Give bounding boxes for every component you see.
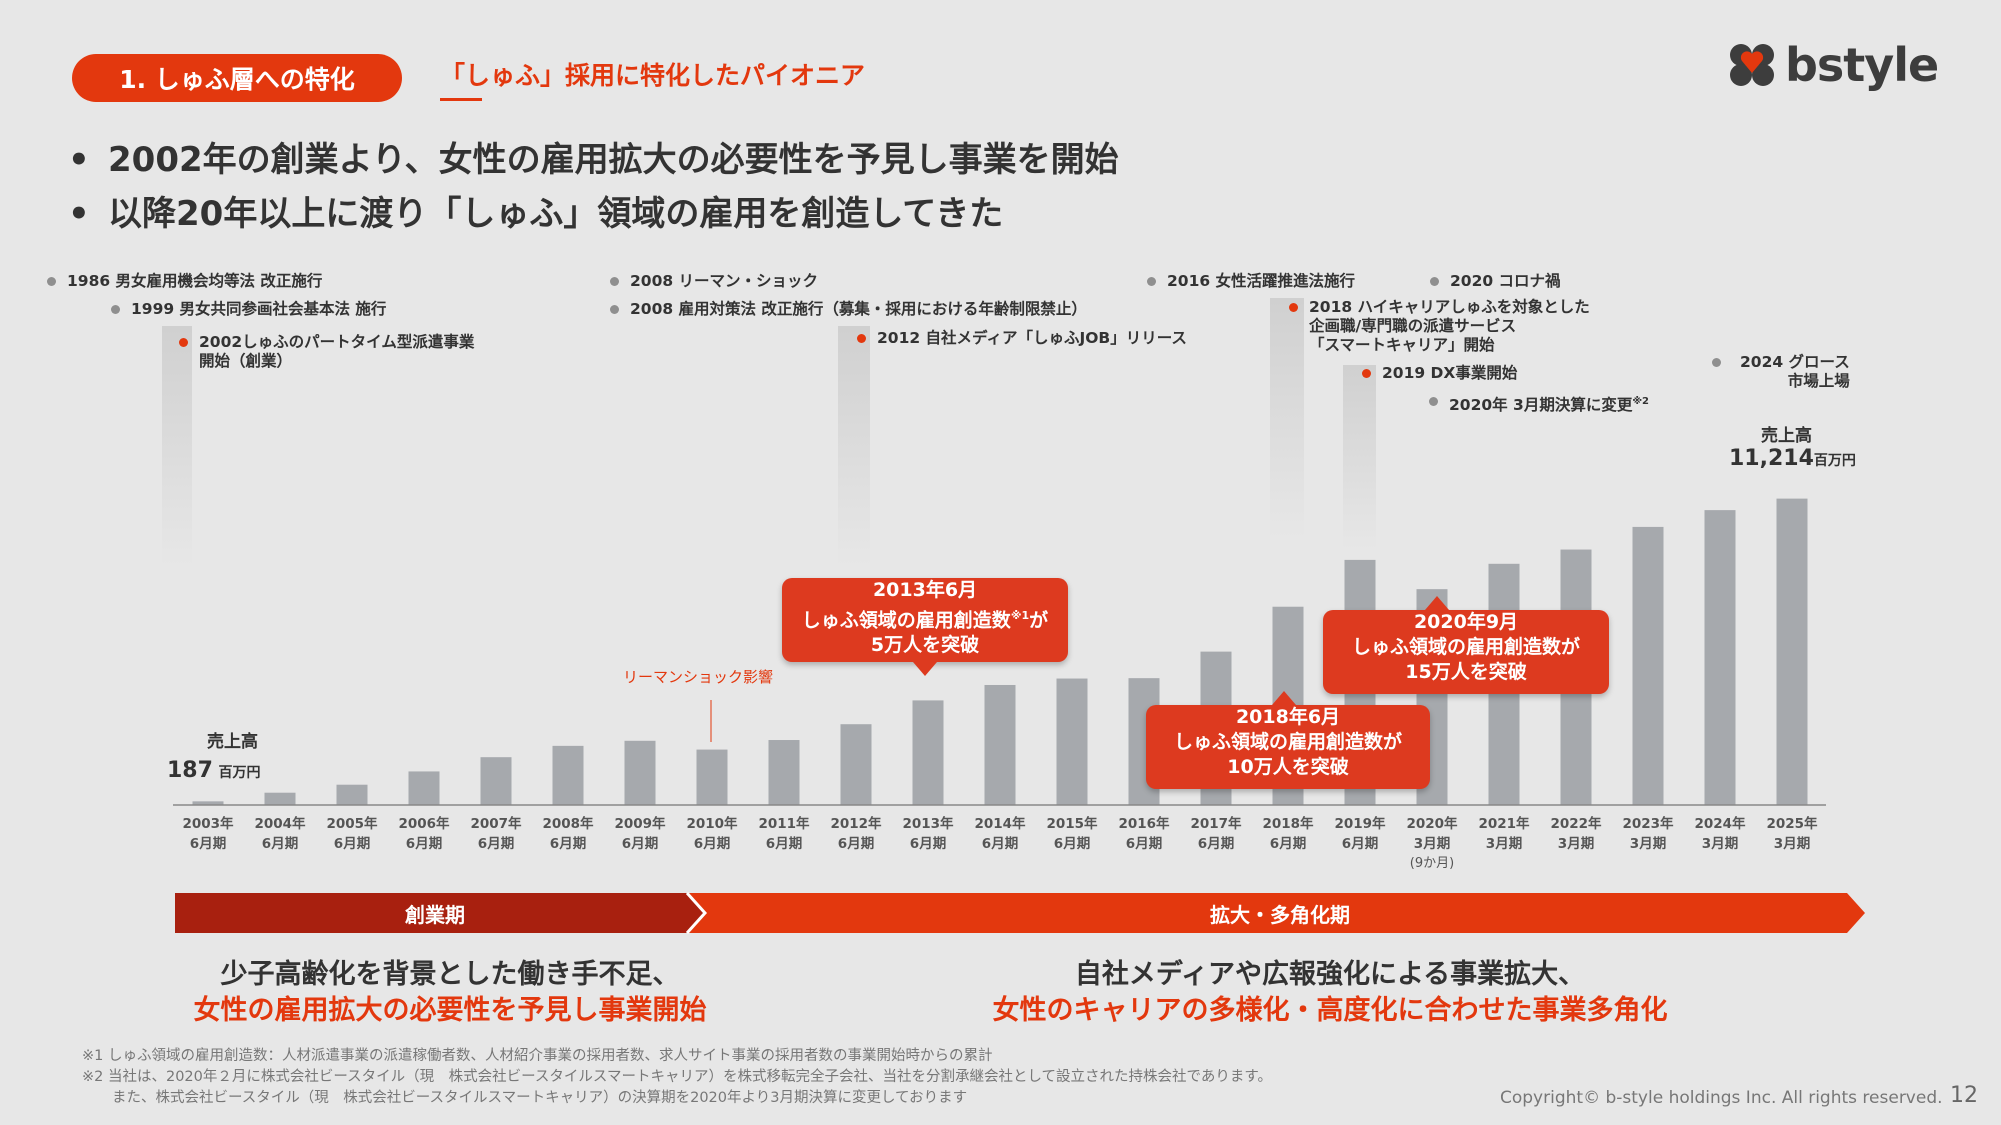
section-subtitle: 「しゅふ」採用に特化したパイオニア [440, 61, 866, 90]
bullet-2: • 以降20年以上に渡り「しゅふ」領域の雇用を創造してきた [68, 194, 1004, 234]
fade-band-2012 [838, 326, 870, 566]
phase-early-arrow [175, 893, 705, 933]
x-tick-label: 2022年 3月期 [1550, 816, 1602, 852]
x-tick-label: 2025年 3月期 [1766, 816, 1818, 852]
first-bar-title: 売上高 [207, 732, 258, 752]
event-1999: 1999 男女共同参画社会基本法 施行 [111, 300, 386, 319]
x-tick-label: 2003年 6月期 [182, 816, 234, 852]
phase-arrows [175, 891, 1865, 935]
x-tick-label: 2006年 6月期 [398, 816, 450, 852]
x-tick-label: 2016年 6月期 [1118, 816, 1170, 852]
bar-2003年 [192, 801, 224, 805]
x-tick-label: 2020年 3月期 (9か月) [1406, 816, 1458, 871]
page-number: 12 [1950, 1083, 1978, 1108]
bar-2006年 [408, 771, 440, 805]
description-early: 少子高齢化を背景とした働き手不足、 女性の雇用拡大の必要性を予見し事業開始 [193, 959, 707, 1026]
x-tick-label: 2017年 6月期 [1190, 816, 1242, 852]
bullet-2-text: 以降20年以上に渡り「しゅふ」領域の雇用を創造してきた [108, 194, 1004, 234]
event-2008-lehman: 2008 リーマン・ショック [610, 272, 818, 291]
x-tick-label: 2019年 6月期 [1334, 816, 1386, 852]
event-2024: 2024 グロース 市場上場 [1712, 353, 1850, 391]
footnote-3: また、株式会社ビースタイル（現 株式会社ビースタイルスマートキャリア）の決算期を… [112, 1090, 968, 1106]
x-tick-label: 2007年 6月期 [470, 816, 522, 852]
fade-band-2002 [162, 326, 192, 566]
x-tick-label: 2009年 6月期 [614, 816, 666, 852]
bar-2010年 [696, 749, 728, 805]
bar-2005年 [336, 784, 368, 805]
bullet-1-text: 2002年の創業より、女性の雇用拡大の必要性を予見し事業を開始 [108, 140, 1119, 180]
event-2020-covid: 2020 コロナ禍 [1430, 272, 1561, 291]
event-1986: 1986 男女雇用機会均等法 改正施行 [47, 272, 322, 291]
bar-2008年 [552, 745, 584, 805]
phase-expansion-label: 拡大・多角化期 [1210, 902, 1350, 927]
event-2019: 2019 DX事業開始 [1362, 364, 1517, 383]
x-tick-label: 2010年 6月期 [686, 816, 738, 852]
x-tick-label: 2008年 6月期 [542, 816, 594, 852]
subtitle-underline [440, 98, 482, 101]
event-2012: 2012 自社メディア「しゅふJOB」リリース [857, 329, 1187, 348]
company-logo: bstyle [1725, 38, 1939, 92]
copyright: Copyright© b-style holdings Inc. All rig… [1500, 1088, 1943, 1108]
x-tick-label: 2011年 6月期 [758, 816, 810, 852]
description-expansion: 自社メディアや広報強化による事業拡大、 女性のキャリアの多様化・高度化に合わせた… [992, 959, 1668, 1026]
bar-2004年 [264, 792, 296, 805]
phase-expansion-arrow [687, 893, 1865, 933]
bar-2013年 [912, 700, 944, 805]
bar-2009年 [624, 740, 656, 805]
revenue-bar-chart [173, 498, 1826, 806]
event-2002: 2002しゅふのパートタイム型派遣事業 開始（創業） [179, 333, 474, 371]
event-2018: 2018 ハイキャリアしゅふを対象とした 企画職/専門職の派遣サービス 「スマートキ… [1289, 298, 1590, 355]
last-bar-title: 売上高 [1761, 426, 1812, 446]
x-tick-label: 2013年 6月期 [902, 816, 954, 852]
bar-2014年 [984, 684, 1016, 805]
x-tick-label: 2023年 3月期 [1622, 816, 1674, 852]
footnote-2: ※2 当社は、2020年２月に株式会社ビースタイル（現 株式会社ビースタイルスマ… [82, 1069, 1272, 1085]
bar-2015年 [1056, 678, 1088, 805]
lehman-annotation: リーマンショック影響 [623, 668, 774, 686]
phase-early-label: 創業期 [405, 902, 465, 927]
callout-2020: 2020年9月 しゅふ領域の雇用創造数が 15万人を突破 [1323, 596, 1609, 694]
x-tick-label: 2004年 6月期 [254, 816, 306, 852]
footnote-1: ※1 しゅふ領域の雇用創造数：人材派遣事業の派遣稼働者数、人材紹介事業の採用者数… [82, 1048, 993, 1064]
callout-2018: 2018年6月 しゅふ領域の雇用創造数が 10万人を突破 [1146, 691, 1430, 789]
bullet-1: • 2002年の創業より、女性の雇用拡大の必要性を予見し事業を開始 [68, 140, 1119, 180]
bar-2012年 [840, 724, 872, 805]
logo-text: bstyle [1785, 38, 1939, 92]
bar-2023年 [1632, 526, 1664, 805]
x-tick-label: 2014年 6月期 [974, 816, 1026, 852]
clover-heart-icon [1730, 44, 1774, 86]
x-tick-label: 2012年 6月期 [830, 816, 882, 852]
x-tick-label: 2018年 6月期 [1262, 816, 1314, 852]
section-label: 1. しゅふ層への特化 [72, 54, 402, 102]
first-bar-value: 187 百万円 [167, 758, 261, 783]
bar-2007年 [480, 757, 512, 805]
fade-band-2019 [1343, 365, 1376, 550]
x-tick-label: 2021年 3月期 [1478, 816, 1530, 852]
event-2020-fiscal: 2020年 3月期決算に変更※2 [1429, 392, 1649, 415]
bar-2011年 [768, 740, 800, 805]
callout-2013: 2013年6月 しゅふ領域の雇用創造数※1が 5万人を突破 [782, 578, 1068, 676]
x-tick-label: 2005年 6月期 [326, 816, 378, 852]
last-bar-value: 11,214百万円 [1729, 446, 1856, 471]
bar-2025年 [1776, 498, 1808, 805]
fade-band-2018 [1270, 298, 1304, 538]
bar-2024年 [1704, 510, 1736, 805]
event-2008-law: 2008 雇用対策法 改正施行（募集・採用における年齢制限禁止） [610, 300, 1087, 319]
event-2016: 2016 女性活躍推進法施行 [1147, 272, 1355, 291]
x-tick-label: 2015年 6月期 [1046, 816, 1098, 852]
x-tick-label: 2024年 3月期 [1694, 816, 1746, 852]
